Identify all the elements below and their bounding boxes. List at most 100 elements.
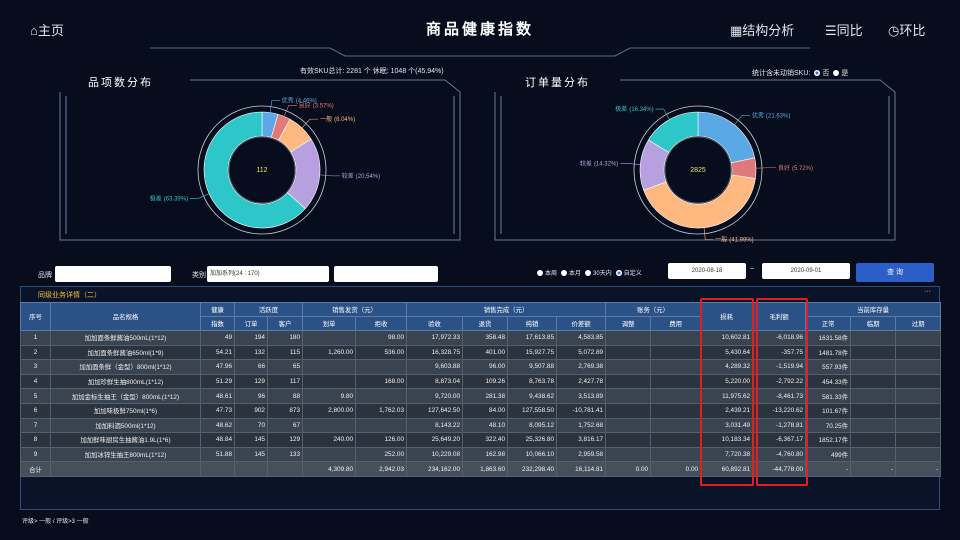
cell: 48.84: [200, 432, 235, 448]
th: 订单: [234, 316, 268, 331]
cell: 15,927.75: [507, 344, 558, 361]
cell: [850, 446, 897, 463]
toggle-label: 统计含未动销SKU:: [752, 70, 811, 77]
cell: 47.96: [200, 359, 235, 375]
cell: 1631.58件: [805, 330, 852, 346]
detail-table: 序号 品名规格 健康 活跃度 销售发货（元） 销售完成（元） 账务（元） 损耗 …: [20, 302, 942, 477]
cell: 4: [20, 373, 51, 390]
slice-name: 优秀: [752, 112, 764, 120]
slice-label: 良好 (3.57%): [299, 101, 334, 109]
cell: [605, 417, 652, 434]
cell: 3,816.17: [556, 432, 607, 448]
leader-line: [269, 100, 280, 113]
th: 划单: [302, 316, 357, 331]
radio-label: 本周: [545, 271, 558, 277]
cell: 加加珍鲜生抽800mL(1*12): [50, 373, 201, 390]
radio[interactable]: [833, 70, 840, 77]
radio[interactable]: [585, 270, 592, 277]
cell: 16,328.75: [406, 344, 464, 361]
cell: 加加冰锌生抽王800mL(1*12): [50, 446, 201, 463]
highlight-box: [756, 298, 808, 486]
sub-select[interactable]: [334, 266, 438, 282]
cell: 322.40: [462, 432, 509, 448]
radio[interactable]: [537, 270, 543, 277]
category-select[interactable]: 加加系列(24 : 170): [207, 266, 329, 282]
cell: 126.00: [355, 432, 408, 448]
action-text: 同比: [836, 23, 863, 38]
cell: 10,183.34: [700, 432, 754, 448]
cell: [605, 388, 652, 404]
summary: 有效SKU总计: 2281 个 休眠: 1048 个(45.94%): [300, 68, 444, 75]
panel-frame: [494, 79, 896, 241]
cell: [200, 461, 235, 477]
chart-title: 品项数分布: [88, 76, 153, 89]
slice-name: 良好: [778, 164, 790, 172]
th: 调整: [605, 316, 652, 331]
more-button[interactable]: ···: [924, 288, 931, 295]
th: 过期: [895, 316, 942, 331]
donut-slice: [647, 111, 699, 153]
cell: [895, 359, 942, 375]
cell: [605, 373, 652, 390]
cell: 499件: [805, 446, 852, 463]
cell: 902: [234, 402, 268, 419]
cell: -: [850, 461, 897, 477]
slice-label: 极差 (16.34%): [615, 105, 653, 113]
cell: [895, 388, 942, 404]
cell: 8,095.12: [507, 417, 558, 434]
leader-line: [190, 193, 210, 199]
cell: 16,114.81: [556, 461, 607, 477]
cell: [895, 373, 942, 390]
cell: [234, 461, 268, 477]
slice-value: (8.04%): [334, 117, 355, 123]
th: 验收: [406, 316, 464, 331]
cell: 10,066.10: [507, 446, 558, 463]
home-link[interactable]: ⌂主页: [30, 23, 64, 38]
slice-label: 较差 (14.32%): [580, 159, 618, 167]
cell: 5,220.00: [700, 373, 754, 390]
cell: [650, 432, 702, 448]
cell: 加加金标生抽王（金型）800mL(1*12): [50, 388, 201, 404]
date-to[interactable]: 2020-09-01: [762, 263, 850, 279]
radio[interactable]: [615, 270, 622, 277]
stat-toggle: 统计含未动销SKU: 否 是: [752, 68, 848, 78]
radio[interactable]: [561, 270, 568, 277]
cell: 48.62: [200, 417, 235, 434]
cell: [650, 344, 702, 361]
th: 序号: [20, 302, 51, 331]
cell: 9,720.00: [406, 388, 464, 404]
cell: 17,972.33: [406, 330, 464, 346]
cell: [895, 402, 942, 419]
cell: [302, 446, 357, 463]
cell: 0.00: [650, 461, 702, 477]
query-button[interactable]: 查 询: [856, 263, 934, 282]
cell: [605, 446, 652, 463]
cell: 2,959.58: [556, 446, 607, 463]
table-row: 3 加加面条鲜（金型）800ml(1*12) 47.96 66 65 9,603.88 96…: [20, 359, 942, 375]
cell: [650, 359, 702, 375]
cell: 2,800.00: [302, 402, 357, 419]
slice-value: (5.72%): [792, 166, 813, 172]
center-total: 112: [256, 167, 267, 174]
cell: 合计: [20, 461, 51, 477]
cell: 129: [266, 432, 304, 448]
radio[interactable]: [814, 70, 821, 77]
th: 指数: [200, 316, 235, 331]
period-radios: 本周 本月 30天内 自定义: [533, 268, 642, 277]
cell: 加加味极鲜750ml(1*6): [50, 402, 201, 419]
cell: 1481.78件: [805, 344, 852, 361]
brand-select[interactable]: [55, 266, 171, 282]
action-button[interactable]: ▦结构分析: [730, 23, 795, 38]
slice-label: 较差 (20.54%): [342, 172, 380, 180]
action-button[interactable]: ◷环比: [888, 23, 926, 38]
date-from[interactable]: 2020-08-18: [668, 263, 746, 279]
cell: 51.29: [200, 373, 235, 390]
slice-label: 极差 (63.39%): [150, 195, 188, 203]
cell: [850, 344, 897, 361]
cell: 0.00: [605, 461, 652, 477]
action-button[interactable]: ☰同比: [825, 23, 863, 38]
slice-value: (21.63%): [766, 114, 790, 120]
cell: [302, 330, 357, 346]
panel-edge: [65, 96, 890, 234]
panel-frame: [59, 79, 461, 241]
